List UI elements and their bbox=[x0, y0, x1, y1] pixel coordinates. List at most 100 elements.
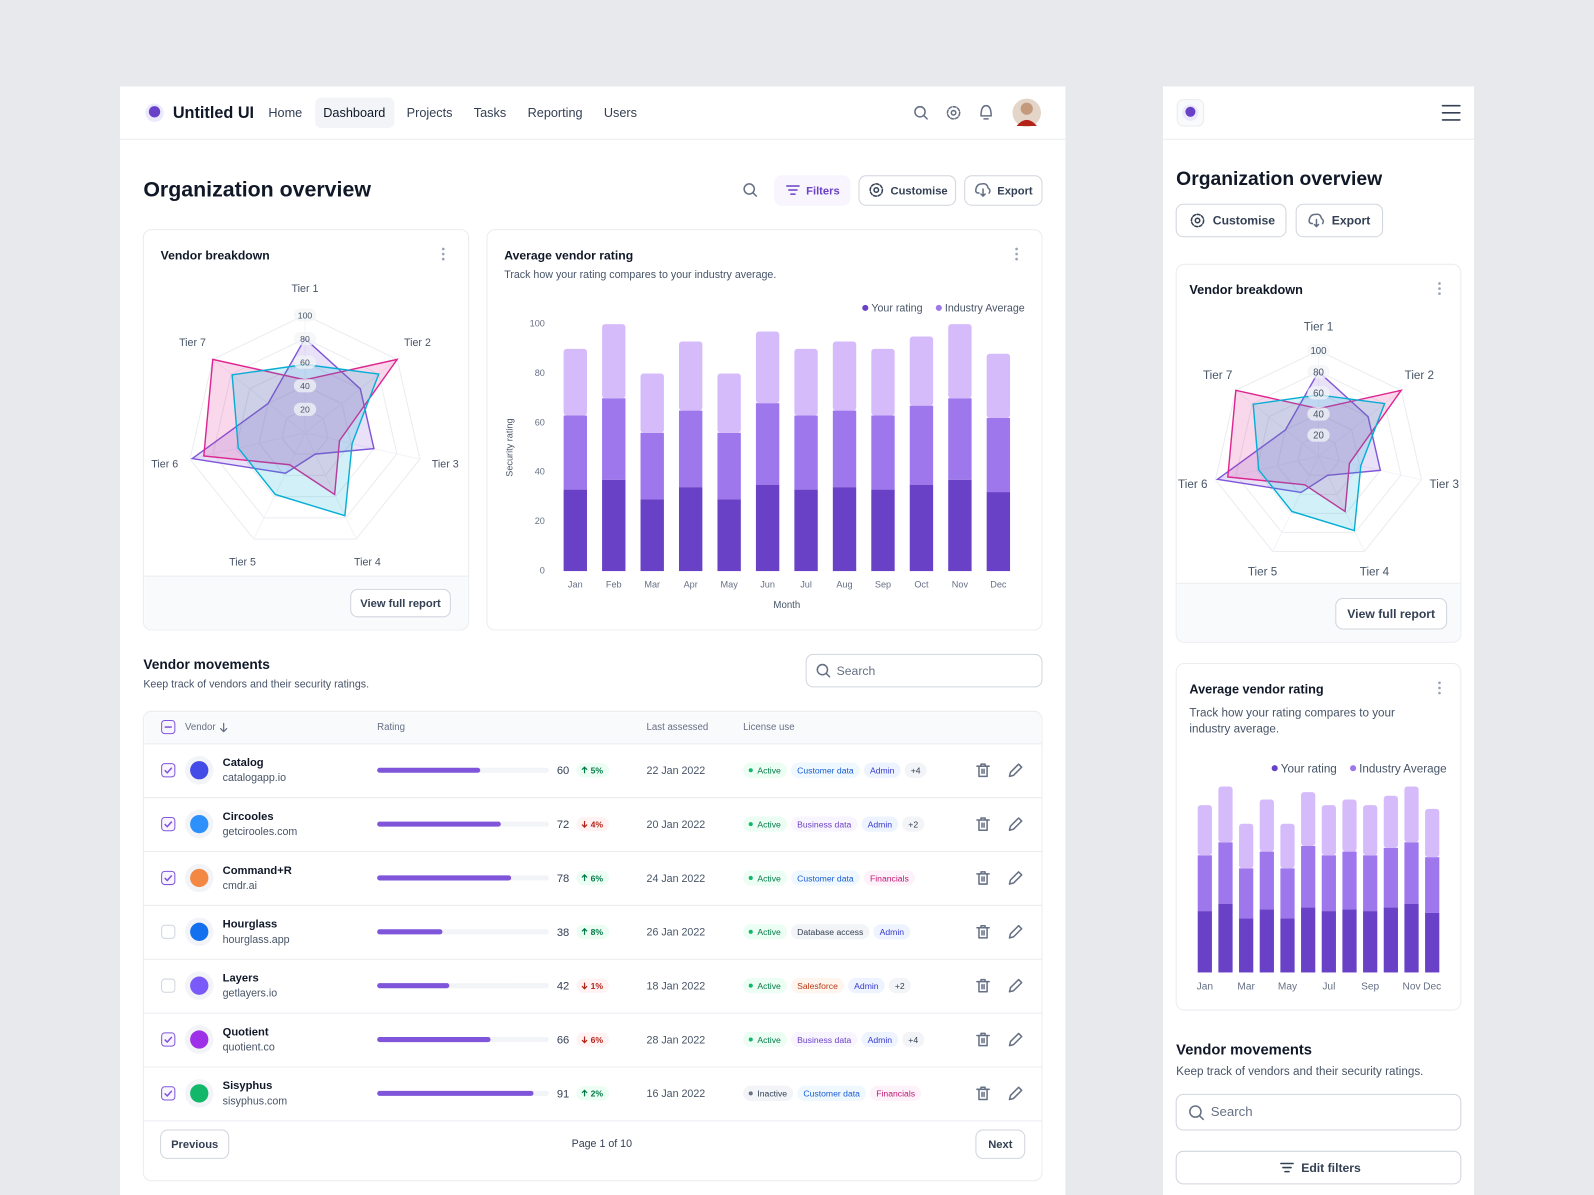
x-tick-label: May bbox=[1278, 981, 1298, 992]
tag-label: Customer data bbox=[797, 766, 854, 776]
menu-dot bbox=[1438, 681, 1441, 685]
filters-button[interactable] bbox=[774, 175, 851, 206]
tag-label: Active bbox=[757, 766, 781, 776]
tag-label: +4 bbox=[911, 766, 921, 776]
x-tick-label: Jan bbox=[568, 580, 583, 590]
tag-label: Financials bbox=[876, 1089, 915, 1099]
row-checkbox[interactable] bbox=[161, 1032, 176, 1047]
menu-dot bbox=[1438, 292, 1441, 295]
last-assessed: 16 Jan 2022 bbox=[647, 1088, 706, 1100]
view-report-button[interactable] bbox=[1335, 598, 1448, 630]
last-assessed: 28 Jan 2022 bbox=[647, 1034, 706, 1046]
tag bbox=[797, 1085, 867, 1102]
logo-mark bbox=[1185, 106, 1196, 117]
tag-dot bbox=[748, 822, 753, 827]
logo-mark bbox=[148, 106, 161, 118]
edit-filters-button[interactable] bbox=[1175, 1150, 1462, 1185]
section-subtitle: Keep track of vendors and their security… bbox=[143, 679, 369, 691]
rating-value: 72 bbox=[557, 819, 569, 831]
nav-link[interactable]: Dashboard bbox=[323, 106, 385, 120]
y-tick-label: 80 bbox=[535, 368, 545, 378]
view-report-button[interactable] bbox=[350, 588, 451, 618]
row-checkbox[interactable] bbox=[161, 816, 176, 832]
bar-segment bbox=[794, 489, 818, 572]
search-icon bbox=[923, 115, 928, 120]
gear-icon bbox=[950, 109, 957, 116]
filters-button-label: Filters bbox=[806, 185, 840, 197]
bar-segment bbox=[717, 432, 741, 500]
last-assessed: 20 Jan 2022 bbox=[647, 819, 706, 831]
x-tick-label: Sep bbox=[1361, 981, 1379, 992]
bar-segment bbox=[678, 410, 703, 488]
bar-segment bbox=[1363, 805, 1378, 856]
previous-button[interactable] bbox=[160, 1129, 230, 1159]
sort-arrow bbox=[219, 722, 228, 733]
search-input[interactable] bbox=[805, 653, 1043, 688]
radar-axis-label: Tier 5 bbox=[229, 556, 256, 568]
tag-label: +4 bbox=[908, 1035, 918, 1045]
radar-tick-pill bbox=[1307, 386, 1330, 400]
last-assessed: 24 Jan 2022 bbox=[647, 873, 706, 885]
column-header: Vendor bbox=[185, 722, 216, 733]
change-value: 8% bbox=[591, 927, 604, 937]
menu-dot bbox=[441, 247, 445, 251]
radar-tick-pill bbox=[1307, 365, 1330, 379]
row-checkbox[interactable] bbox=[161, 924, 176, 939]
radar-ring bbox=[1214, 350, 1423, 552]
last-assessed: 18 Jan 2022 bbox=[647, 981, 706, 993]
column-header: Last assessed bbox=[647, 722, 709, 733]
change-value: 6% bbox=[591, 1035, 604, 1045]
bar-segment bbox=[755, 403, 780, 485]
nav-link[interactable]: Users bbox=[604, 106, 637, 120]
tag-label: Customer data bbox=[797, 873, 854, 883]
bar-segment bbox=[1404, 842, 1419, 904]
bar-segment bbox=[563, 415, 587, 490]
view-report-button-label: View full report bbox=[360, 598, 441, 610]
tag-label: Inactive bbox=[757, 1089, 787, 1099]
row-checkbox[interactable] bbox=[161, 1086, 176, 1101]
x-tick-label: Jul bbox=[800, 580, 812, 590]
export-button[interactable] bbox=[1295, 203, 1384, 238]
y-tick-label: 20 bbox=[535, 516, 545, 526]
x-tick-label: May bbox=[721, 580, 739, 590]
tag bbox=[888, 978, 911, 994]
page-indicator: Page 1 of 10 bbox=[572, 1138, 633, 1150]
card-title: Average vendor rating bbox=[504, 248, 633, 262]
nav-link[interactable]: Projects bbox=[407, 106, 453, 120]
radar-area bbox=[203, 358, 399, 496]
bar-segment bbox=[1363, 855, 1378, 912]
row-checkbox[interactable] bbox=[161, 763, 176, 778]
change-value: 2% bbox=[591, 1089, 604, 1099]
x-tick-label: Jun bbox=[760, 580, 775, 590]
x-tick-label: Sep bbox=[875, 580, 891, 590]
bar-segment bbox=[1280, 868, 1295, 919]
bell-icon bbox=[980, 104, 992, 120]
bar-segment bbox=[794, 415, 818, 490]
previous-button-label: Previous bbox=[171, 1139, 218, 1151]
tag-label: Active bbox=[757, 819, 781, 829]
delete-icon bbox=[976, 1086, 990, 1101]
search-placeholder: Search bbox=[837, 664, 876, 678]
customise-button[interactable] bbox=[858, 175, 957, 206]
next-button[interactable] bbox=[975, 1129, 1026, 1159]
radar-ring bbox=[1235, 371, 1402, 533]
row-checkbox[interactable] bbox=[161, 978, 176, 993]
customise-button[interactable] bbox=[1175, 203, 1287, 238]
nav-link[interactable]: Reporting bbox=[528, 106, 583, 120]
search-input[interactable] bbox=[1175, 1093, 1462, 1131]
radar-spoke bbox=[212, 358, 306, 434]
nav-link[interactable]: Home bbox=[268, 106, 302, 120]
tag-label: Admin bbox=[868, 819, 893, 829]
edit-filters-label: Edit filters bbox=[1301, 1161, 1361, 1175]
legend-dot bbox=[935, 304, 942, 311]
change-arrow bbox=[581, 821, 588, 829]
bar-segment bbox=[986, 353, 1011, 418]
rating-bar bbox=[377, 821, 501, 827]
export-icon bbox=[974, 183, 991, 197]
tag-label: Salesforce bbox=[797, 981, 838, 991]
export-icon bbox=[1308, 213, 1325, 228]
tag-label: Active bbox=[757, 981, 781, 991]
nav-link[interactable]: Tasks bbox=[474, 106, 506, 120]
row-checkbox[interactable] bbox=[161, 870, 176, 886]
